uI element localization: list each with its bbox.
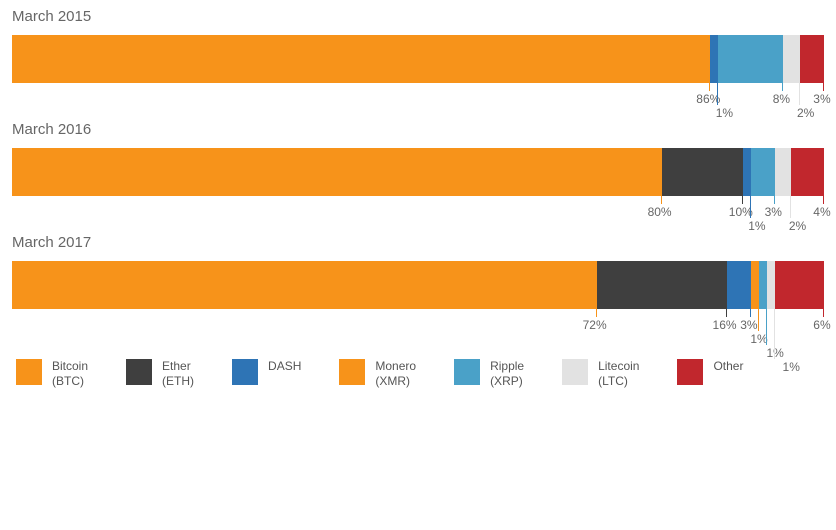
period-label: March 2015 xyxy=(12,8,824,25)
legend-swatch xyxy=(232,359,258,385)
stacked-bar: 86%1%8%2%3% xyxy=(12,35,824,83)
segment-value: 1% xyxy=(783,360,800,374)
segment-value: 2% xyxy=(789,219,806,233)
legend-swatch xyxy=(16,359,42,385)
legend-item-other: Other xyxy=(677,359,743,389)
legend-swatch xyxy=(126,359,152,385)
bar-segment-btc: 86% xyxy=(12,35,710,83)
legend-label: Litecoin(LTC) xyxy=(598,359,639,389)
segment-value: 4% xyxy=(813,205,830,219)
bar-segment-xrp: 8% xyxy=(718,35,783,83)
bar-segment-btc: 72% xyxy=(12,261,597,309)
legend-label: Ether(ETH) xyxy=(162,359,194,389)
segment-value: 3% xyxy=(740,318,757,332)
segment-value: 8% xyxy=(773,92,790,106)
segment-value: 3% xyxy=(765,205,782,219)
legend-swatch xyxy=(454,359,480,385)
stacked-bar: 72%16%3%1%1%1%6% xyxy=(12,261,824,309)
segment-value: 1% xyxy=(716,106,733,120)
legend-label: DASH xyxy=(268,359,301,374)
legend: Bitcoin(BTC) Ether(ETH) DASH Monero(XMR) Rip… xyxy=(12,347,824,393)
bar-segment-ltc: 2% xyxy=(783,35,799,83)
market-share-chart: March 201586%1%8%2%3%March 201680%10%1%3… xyxy=(12,8,824,309)
legend-label: Ripple(XRP) xyxy=(490,359,524,389)
bar-segment-other: 6% xyxy=(775,261,824,309)
bar-segment-eth: 16% xyxy=(597,261,727,309)
legend-swatch xyxy=(339,359,365,385)
bar-segment-xmr: 1% xyxy=(751,261,759,309)
bar-segment-ltc: 2% xyxy=(775,148,791,196)
legend-label: Bitcoin(BTC) xyxy=(52,359,88,389)
bar-segment-xrp: 1% xyxy=(759,261,767,309)
segment-value: 1% xyxy=(750,332,767,346)
period-label: March 2016 xyxy=(12,121,824,138)
legend-swatch xyxy=(677,359,703,385)
legend-item-btc: Bitcoin(BTC) xyxy=(16,359,88,389)
legend-item-ltc: Litecoin(LTC) xyxy=(562,359,639,389)
legend-label: Monero(XMR) xyxy=(375,359,416,389)
chart-row: March 2016 80%10%1%3%2%4% xyxy=(12,121,824,196)
bar-segment-xrp: 3% xyxy=(751,148,775,196)
bar-segment-other: 4% xyxy=(791,148,823,196)
bar-segment-btc: 80% xyxy=(12,148,662,196)
segment-value: 2% xyxy=(797,106,814,120)
stacked-bar: 80%10%1%3%2%4% xyxy=(12,148,824,196)
segment-value: 1% xyxy=(748,219,765,233)
bar-segment-ltc: 1% xyxy=(767,261,775,309)
bar-segment-dash: 1% xyxy=(743,148,751,196)
legend-item-xmr: Monero(XMR) xyxy=(339,359,416,389)
segment-value: 80% xyxy=(648,205,672,219)
chart-row: March 2015 86%1%8%2%3% xyxy=(12,8,824,83)
segment-value: 3% xyxy=(813,92,830,106)
segment-value: 16% xyxy=(713,318,737,332)
period-label: March 2017 xyxy=(12,234,824,251)
legend-item-dash: DASH xyxy=(232,359,301,389)
legend-label: Other xyxy=(713,359,743,374)
bar-segment-dash: 3% xyxy=(727,261,751,309)
legend-swatch xyxy=(562,359,588,385)
segment-value: 72% xyxy=(583,318,607,332)
segment-value: 6% xyxy=(813,318,830,332)
legend-item-xrp: Ripple(XRP) xyxy=(454,359,524,389)
bar-segment-dash: 1% xyxy=(710,35,718,83)
chart-row: March 201772%16%3%1%1%1%6% xyxy=(12,234,824,309)
bar-segment-other: 3% xyxy=(800,35,824,83)
bar-segment-eth: 10% xyxy=(662,148,743,196)
legend-item-eth: Ether(ETH) xyxy=(126,359,194,389)
